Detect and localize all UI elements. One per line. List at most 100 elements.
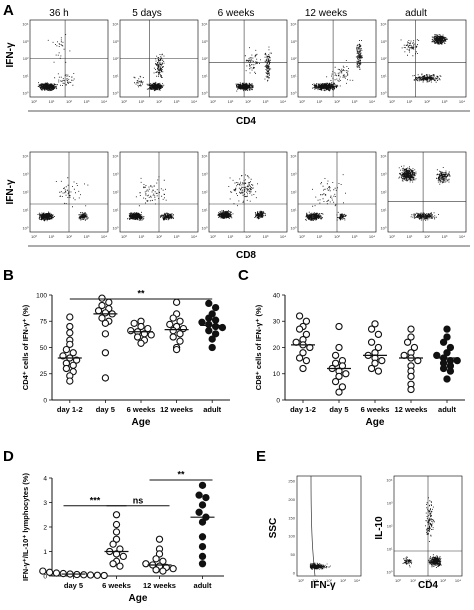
flow-cd4-1-x-tick: 10² [66, 99, 72, 104]
data-point [198, 542, 207, 551]
flow-cd4-1-y-tick: 10⁰ [22, 91, 28, 96]
x-category-label: 6 weeks [127, 405, 156, 414]
flow-cd4-2-y-tick: 10² [113, 56, 119, 61]
data-point [295, 312, 304, 320]
flow-cd4-5-y-tick: 10⁴ [380, 22, 386, 27]
data-point [166, 320, 174, 329]
flow-cd8-4-x-tick: 10¹ [317, 234, 323, 239]
e-right-y-tick: 10⁴ [386, 478, 392, 483]
data-point [152, 555, 160, 563]
flow-cd4-3-x-tick: 10⁴ [280, 99, 286, 104]
flow-cd8-4-x-tick: 10⁴ [369, 234, 375, 239]
flow-cd4-4-y-tick: 10³ [291, 39, 297, 44]
flow-cd4-3-y-tick: 10⁰ [201, 91, 207, 96]
data-point [39, 567, 47, 575]
flow-cd8-2-y-tick: 10⁴ [112, 154, 118, 159]
e-left-x-tick: 10² [326, 578, 332, 583]
flow-cd8-5-x-tick: 10³ [442, 234, 448, 239]
data-point [172, 345, 181, 354]
e-left-y-tick: 150 [288, 515, 295, 520]
data-point [374, 343, 383, 352]
flow-cd8-3-x-tick: 10⁴ [280, 234, 286, 239]
panel-letter-c: C [238, 267, 249, 284]
flow-cd4-3-y-tick: 10¹ [202, 73, 208, 78]
data-point [443, 375, 451, 383]
flow-cd8-5-x-tick: 10⁴ [459, 234, 465, 239]
data-point [93, 571, 102, 579]
flow-cd4-3-x-tick: 10⁰ [210, 99, 216, 104]
flow-cd8-1-events [37, 177, 89, 222]
flow-cd8-5-x-tick: 10¹ [407, 234, 413, 239]
e-right-y-tick: 10¹ [387, 547, 393, 552]
data-point [176, 330, 184, 338]
flow-cd8-1-y-tick: 10⁰ [22, 226, 28, 231]
data-point [119, 552, 127, 561]
flow-cd4-2-y-tick: 10⁰ [112, 91, 118, 96]
data-point [155, 535, 164, 543]
significance-label: ** [177, 470, 185, 480]
e-left-y-axis-label: SSC [268, 518, 279, 539]
flow-cd4-5-x-tick: 10³ [442, 99, 448, 104]
flow-cd8-2-events [127, 176, 174, 221]
data-point [137, 322, 145, 331]
flow-cd4-2-events [133, 53, 165, 92]
flow-cd4-4-y-tick: 10² [291, 56, 297, 61]
e-left-y-tick: 200 [288, 497, 295, 502]
flow-cd8-5-events [398, 165, 451, 221]
flow-cd8-4-y-tick: 10⁴ [290, 154, 296, 159]
e-right-x-tick: 10⁰ [395, 578, 401, 583]
data-point [195, 491, 203, 499]
flow-cd8-1-y-tick: 10⁴ [22, 154, 28, 159]
y-tick-label: 0 [43, 397, 47, 404]
e-left-y-tick: 0 [293, 571, 296, 576]
flow-cd4-2-y-tick: 10³ [113, 39, 119, 44]
flow-cd4-2-x-tick: 10⁰ [121, 99, 127, 104]
data-point [101, 319, 110, 327]
data-point [109, 540, 117, 548]
data-point [205, 320, 213, 329]
flow-row-cd8: 10⁰10⁰10¹10¹10²10²10³10³10⁴10⁴10⁰10⁰10¹1… [22, 151, 467, 239]
x-category-label: adult [438, 405, 456, 414]
flow-cd8-1-y-tick: 10¹ [23, 208, 29, 213]
data-point [80, 571, 88, 579]
data-point [295, 354, 304, 362]
data-point [155, 550, 164, 558]
row2-y-axis-label: IFN-γ [5, 179, 16, 204]
flow-cd8-5-y-tick: 10⁰ [380, 226, 386, 231]
data-point [112, 550, 121, 558]
e-right-x-tick: 10⁴ [455, 578, 461, 583]
flow-cd8-1-x-tick: 10³ [84, 234, 90, 239]
flow-cd4-5-x-tick: 10⁴ [459, 99, 465, 104]
data-point [62, 345, 71, 354]
flow-cd8-3-y-tick: 10⁴ [201, 154, 207, 159]
data-point [439, 338, 448, 346]
flow-cd4-4-y-tick: 10⁴ [290, 22, 296, 27]
flow-cd8-1-y-tick: 10³ [23, 172, 29, 177]
y-axis-title: CD8⁺ cells of IFN-γ⁺ (%) [254, 304, 263, 390]
x-axis-title: Age [129, 593, 148, 604]
flow-cd4-1-events [37, 34, 75, 92]
data-point [198, 481, 207, 489]
data-point [94, 307, 103, 315]
data-point [66, 329, 74, 337]
flow-cd8-3-frame [208, 151, 288, 233]
flow-cd4-4-events [312, 40, 363, 92]
y-tick-label: 0 [43, 573, 47, 580]
flow-cd8-3-x-tick: 10³ [263, 234, 269, 239]
x-category-label: day 5 [96, 405, 115, 414]
e-left-y-tick: 50 [291, 552, 296, 557]
data-point [116, 562, 124, 570]
flow-cd4-1-y-tick: 10⁴ [22, 22, 28, 27]
data-point [407, 333, 415, 341]
flow-cd8-4-y-tick: 10³ [291, 172, 297, 177]
data-point [342, 370, 350, 378]
flow-cd8-1-x-tick: 10⁰ [31, 234, 37, 239]
row1-y-axis-label: IFN-γ [5, 42, 16, 67]
e-left-frame [296, 475, 362, 577]
e-left-events [309, 562, 331, 570]
flow-cd4-4-frame [297, 19, 377, 98]
data-point [45, 568, 54, 576]
e-right-x-tick: 10² [425, 578, 431, 583]
flow-cd8-3-x-tick: 10¹ [228, 234, 234, 239]
